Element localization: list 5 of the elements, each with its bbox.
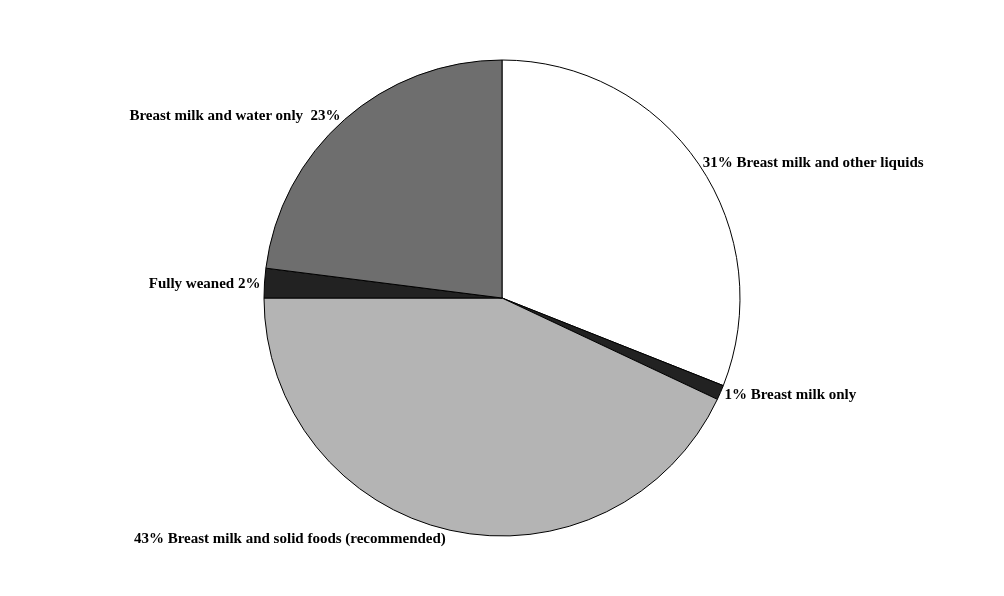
slice-label: 1% Breast milk only [724,385,857,402]
slice-label: Breast milk and water only 23% [129,106,341,123]
slice-label: 43% Breast milk and solid foods (recommended) [133,529,446,547]
slice-label: 31% Breast milk and other liquids [702,153,924,170]
slice-label: Fully weaned 2% [148,275,261,292]
